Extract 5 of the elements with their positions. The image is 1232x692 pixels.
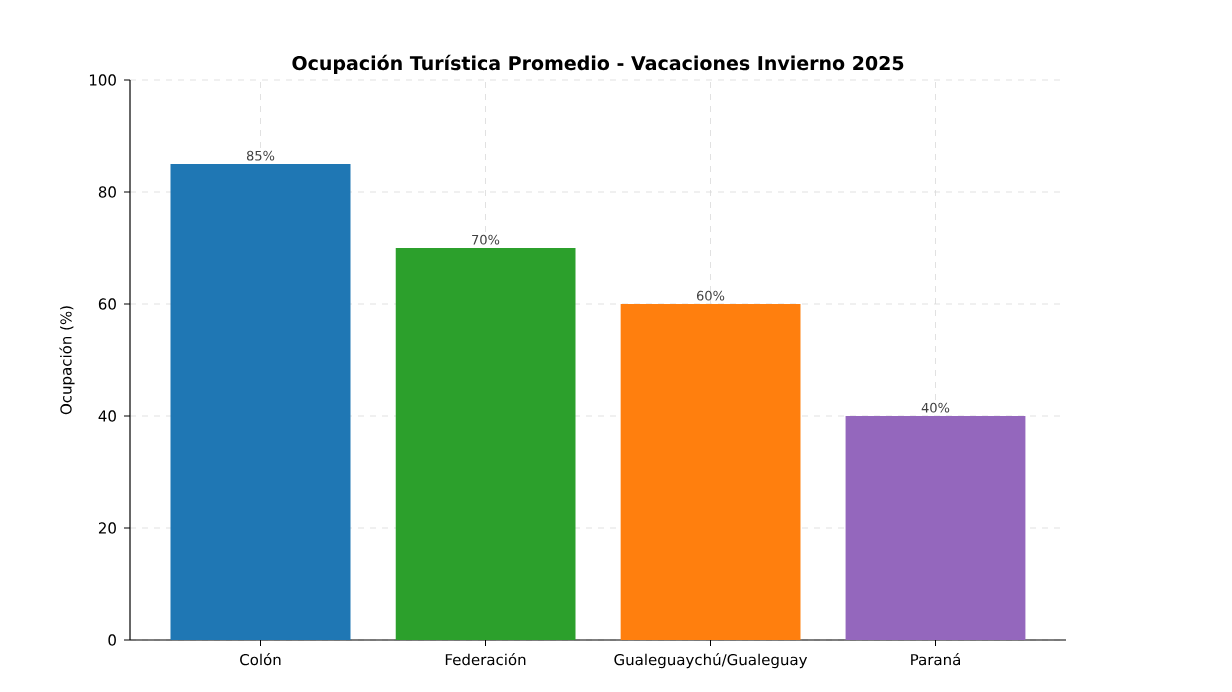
bar [395,248,576,640]
chart-title: Ocupación Turística Promedio - Vacaciones Invierno 2025 [292,54,904,74]
bar [620,304,801,640]
bar [170,164,351,640]
bar [845,416,1026,640]
